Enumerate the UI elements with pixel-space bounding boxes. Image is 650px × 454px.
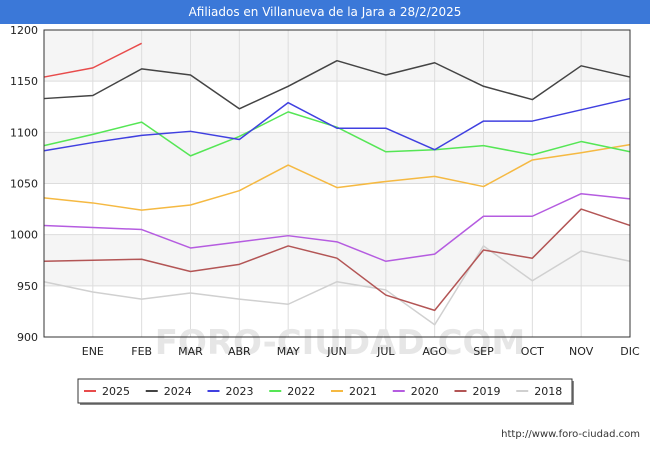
x-tick-label: MAY [277, 345, 300, 358]
x-tick-label: ABR [228, 345, 251, 358]
source-footer: http://www.foro-ciudad.com [501, 429, 640, 440]
series-line-2024 [43, 59, 631, 110]
y-tick-label: 950 [17, 280, 38, 293]
x-tick-label: ENE [82, 345, 104, 358]
y-tick-label: 1050 [10, 178, 38, 191]
series-line-2025 [43, 42, 143, 78]
x-tick-label: AGO [422, 345, 447, 358]
legend-label-2018: 2018 [534, 385, 562, 398]
y-axis-ticks: 900 950 1000 1050 1100 1150 1200 [10, 24, 38, 344]
y-tick-label: 1150 [10, 75, 38, 88]
x-tick-label: MAR [178, 345, 203, 358]
legend-label-2025: 2025 [102, 385, 130, 398]
series-line-2018 [43, 245, 631, 326]
x-tick-label: JUL [376, 345, 395, 358]
x-tick-label: FEB [131, 345, 152, 358]
y-tick-label: 1200 [10, 24, 38, 37]
series-line-2023 [43, 97, 631, 152]
x-tick-label: NOV [569, 345, 594, 358]
y-tick-label: 1000 [10, 229, 38, 242]
x-tick-label: OCT [521, 345, 544, 358]
series-line-2022 [43, 111, 631, 157]
plot-frame [43, 29, 631, 338]
chart-area: FORO-CIUDAD.COM 900 950 1000 1050 1100 1150 12… [0, 24, 650, 450]
legend-label-2021: 2021 [349, 385, 377, 398]
series-line-2021 [43, 143, 631, 211]
series-line-2020 [43, 192, 631, 263]
legend-label-2020: 2020 [411, 385, 439, 398]
watermark: FORO-CIUDAD.COM [155, 323, 526, 363]
legend: 2025 2024 2023 2022 2021 2020 2019 2018 [77, 378, 574, 405]
legend-box [77, 378, 573, 404]
y-tick-label: 1100 [10, 126, 38, 139]
series-group [43, 42, 631, 326]
line-chart: FORO-CIUDAD.COM 900 950 1000 1050 1100 1150 12… [10, 24, 640, 405]
y-tick-label: 900 [17, 331, 38, 344]
legend-label-2019: 2019 [473, 385, 501, 398]
legend-label-2023: 2023 [226, 385, 254, 398]
x-tick-label: SEP [473, 345, 494, 358]
series-line-2019 [43, 208, 631, 312]
x-axis-ticks: ENE FEB MAR ABR MAY JUN JUL AGO SEP OCT NOV DIC [82, 345, 640, 358]
x-tick-label: JUN [326, 345, 347, 358]
legend-label-2024: 2024 [164, 385, 192, 398]
legend-label-2022: 2022 [287, 385, 315, 398]
x-tick-label: DIC [620, 345, 640, 358]
chart-title: Afiliados en Villanueva de la Jara a 28/… [0, 0, 650, 24]
